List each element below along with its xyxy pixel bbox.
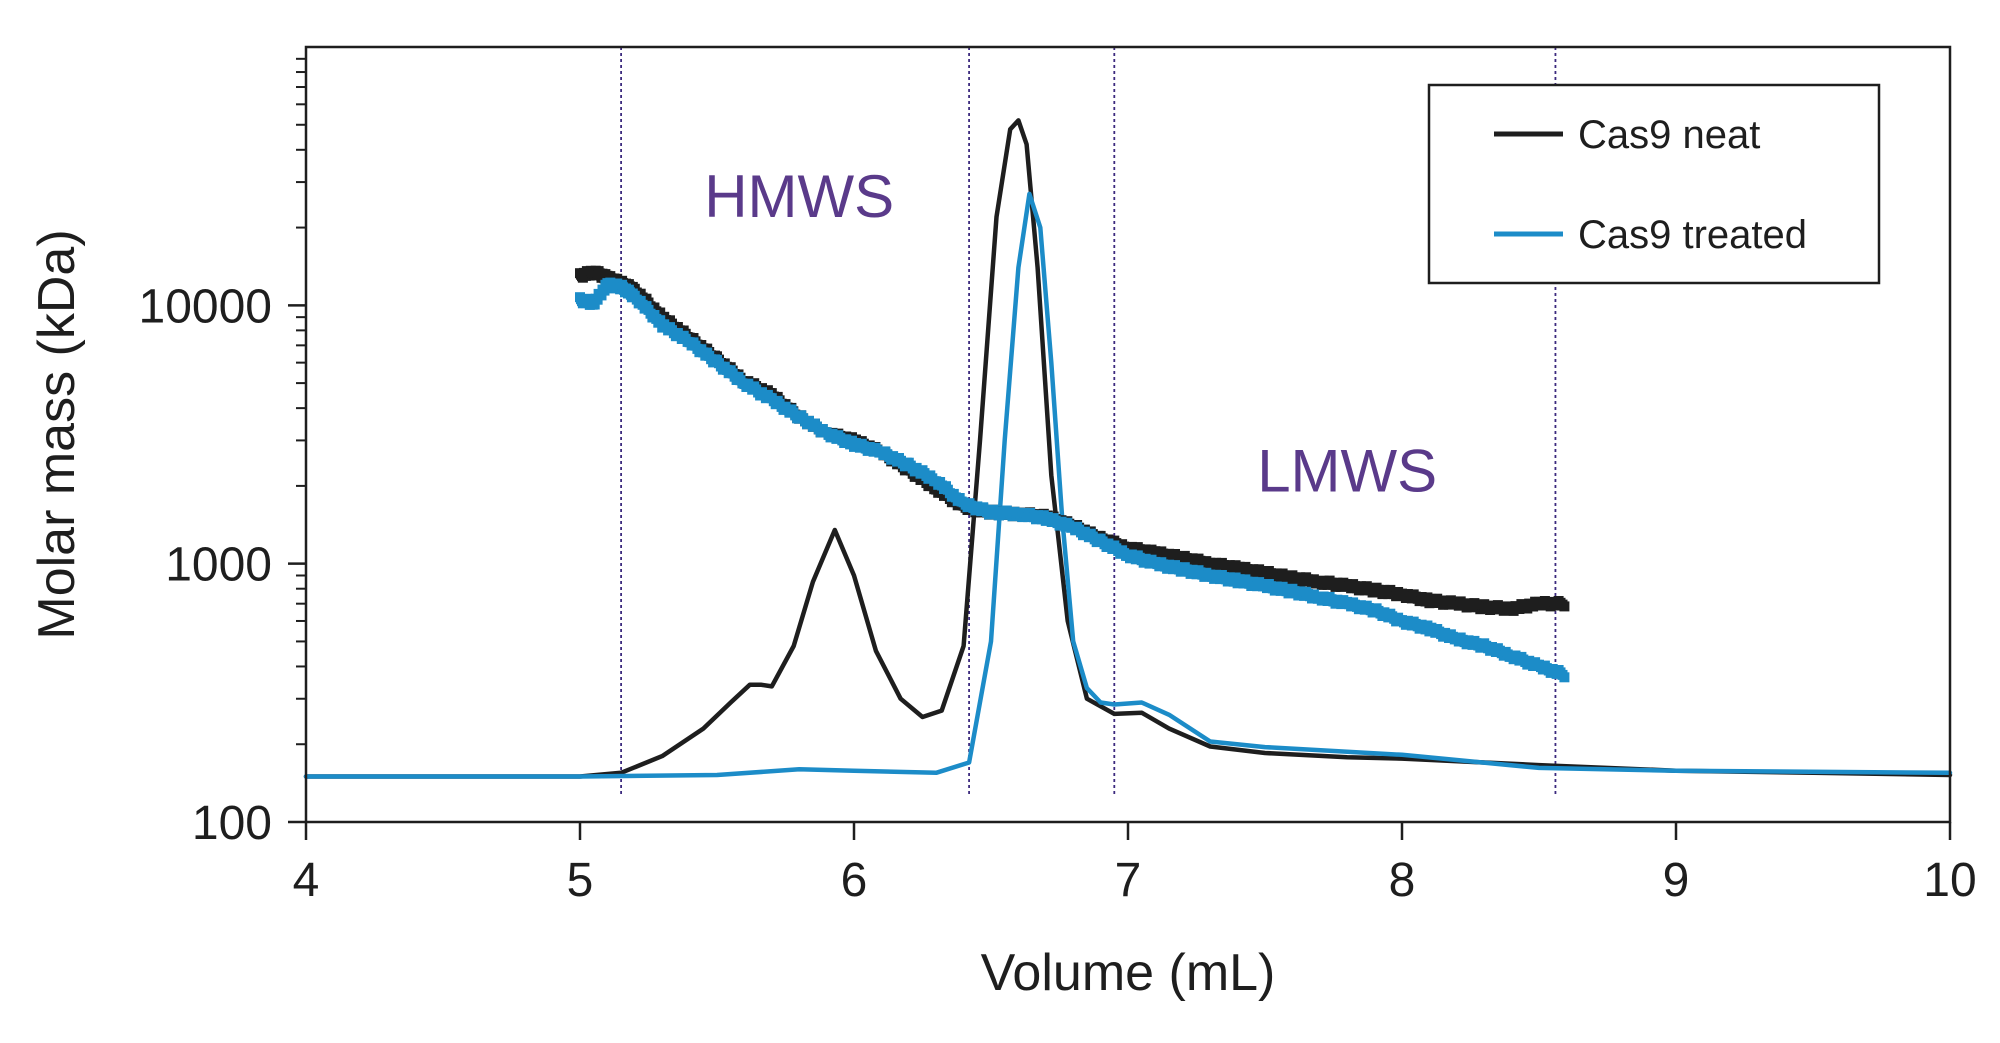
molar-mass-markers <box>575 265 1570 683</box>
x-tick-label: 6 <box>841 854 868 907</box>
x-axis-label: Volume (mL) <box>981 944 1276 1002</box>
x-tick-label: 8 <box>1389 854 1416 907</box>
y-tick-label: 1000 <box>165 539 272 592</box>
x-tick-label: 10 <box>1923 854 1976 907</box>
x-tick-label: 9 <box>1663 854 1690 907</box>
legend-label: Cas9 neat <box>1578 113 1760 157</box>
region-annotation: HMWS <box>704 163 894 230</box>
series-markers-3 <box>575 277 1570 683</box>
x-tick-label: 4 <box>293 854 320 907</box>
region-annotation: LMWS <box>1257 438 1437 505</box>
x-tick-label: 7 <box>1115 854 1142 907</box>
series-line-1 <box>303 191 1953 779</box>
molar-mass-point <box>1559 672 1570 683</box>
legend-label: Cas9 treated <box>1578 213 1807 257</box>
y-axis-label: Molar mass (kDa) <box>28 229 86 639</box>
annotations: HMWS LMWS <box>704 163 1437 505</box>
x-tick-label: 5 <box>567 854 594 907</box>
trace-series <box>303 118 1953 779</box>
legend-box <box>1427 83 1881 285</box>
series-line-0 <box>303 118 1953 779</box>
y-tick-label: 10000 <box>139 280 272 333</box>
y-tick-label: 100 <box>192 797 272 850</box>
molar-mass-point <box>1559 601 1570 612</box>
legend: Cas9 neat Cas9 treated <box>1427 83 1881 285</box>
axes: 4 5 6 7 8 9 10 100 1000 10000 Volume (mL) Molar mas… <box>28 45 1977 1002</box>
